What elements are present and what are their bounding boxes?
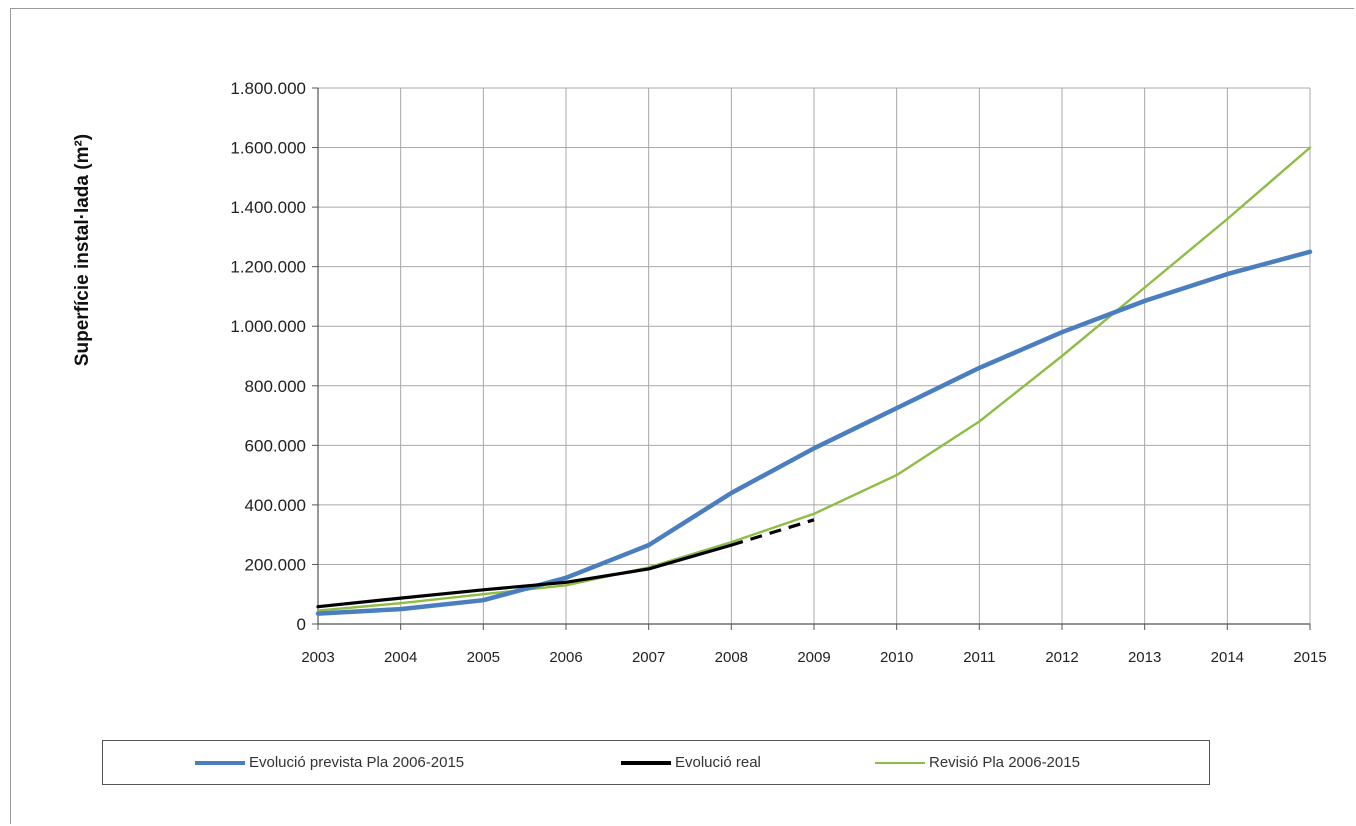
series-lines xyxy=(315,146,1313,616)
legend-swatch-prevista xyxy=(195,760,245,765)
legend-swatch-revisio xyxy=(875,761,925,764)
legend-label: Evolució real xyxy=(675,754,761,771)
legend-item-real: Evolució real xyxy=(621,741,761,784)
series-line-evoluci-real xyxy=(316,543,733,609)
axes xyxy=(312,87,1311,630)
x-tick-labels: 2003 2004 2005 2006 2007 2008 2009 2010 2011 2012… xyxy=(301,649,1326,666)
x-tick-label: 2008 xyxy=(715,649,748,666)
grid xyxy=(317,87,1311,625)
y-tick-label: 1.400.000 xyxy=(230,198,306,217)
y-tick-label: 1.600.000 xyxy=(230,139,306,158)
y-tick-label: 1.200.000 xyxy=(230,258,306,277)
x-tick-label: 2013 xyxy=(1128,649,1161,666)
legend-swatch-real xyxy=(621,760,671,765)
legend-label: Revisió Pla 2006-2015 xyxy=(929,754,1080,771)
x-tick-label: 2005 xyxy=(467,649,500,666)
series-line-evoluci-prevista-pla-2006-2015 xyxy=(315,249,1313,616)
x-tick-label: 2009 xyxy=(797,649,830,666)
legend: Evolució prevista Pla 2006-2015 Evolució… xyxy=(102,740,1210,785)
y-tick-label: 800.000 xyxy=(245,377,306,396)
legend-label: Evolució prevista Pla 2006-2015 xyxy=(249,754,465,771)
series-line-projection xyxy=(730,518,815,547)
x-tick-label: 2006 xyxy=(549,649,582,666)
x-tick-label: 2012 xyxy=(1045,649,1078,666)
y-tick-label: 200.000 xyxy=(245,555,306,574)
y-axis-label: Superfície instal·lada (m²) xyxy=(72,134,93,366)
y-tick-label: 0 xyxy=(297,615,306,634)
x-tick-label: 2011 xyxy=(963,649,995,666)
y-tick-label: 1.000.000 xyxy=(230,317,306,336)
y-tick-labels: 0 200.000 400.000 600.000 800.000 1.000.000 1.… xyxy=(230,79,306,634)
y-tick-label: 600.000 xyxy=(245,436,306,455)
y-tick-label: 1.800.000 xyxy=(230,79,306,98)
y-tick-label: 400.000 xyxy=(245,496,306,515)
x-tick-label: 2007 xyxy=(632,649,665,666)
legend-item-prevista: Evolució prevista Pla 2006-2015 xyxy=(195,741,464,784)
x-tick-label: 2010 xyxy=(880,649,913,666)
x-tick-label: 2004 xyxy=(384,649,417,666)
series-line-revisi-pla-2006-2015 xyxy=(316,146,1312,612)
legend-item-revisio: Revisió Pla 2006-2015 xyxy=(875,741,1080,784)
x-tick-label: 2014 xyxy=(1211,649,1244,666)
x-tick-label: 2003 xyxy=(301,649,334,666)
chart-frame xyxy=(10,8,1354,824)
x-tick-label: 2015 xyxy=(1293,649,1326,666)
